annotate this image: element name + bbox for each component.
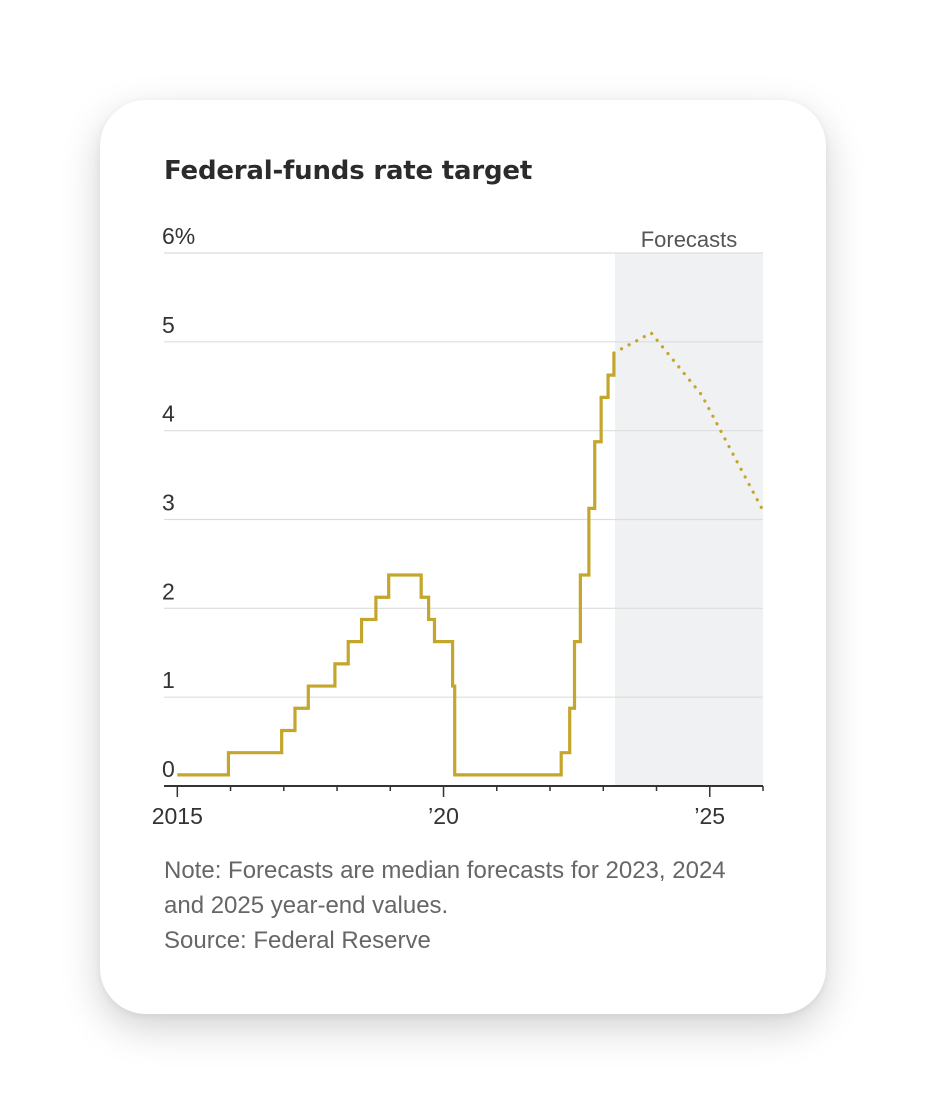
forecast-line <box>612 330 765 513</box>
x-tick-label: 2015 <box>152 803 203 829</box>
y-tick-label: 4 <box>162 401 175 427</box>
x-axis <box>164 785 764 797</box>
note-line-2: and 2025 year-end values. <box>164 892 449 919</box>
x-tick-label: ’25 <box>694 803 725 829</box>
source-line: Source: Federal Reserve <box>164 927 431 954</box>
y-tick-label: 2 <box>162 578 175 604</box>
grid-lines <box>164 252 763 698</box>
x-tick-label: ’20 <box>428 803 459 829</box>
y-tick-label: 0 <box>162 756 175 782</box>
note-line-1: Note: Forecasts are median forecasts for… <box>164 857 726 884</box>
y-tick-label: 3 <box>162 490 175 516</box>
chart-note: Note: Forecasts are median forecasts for… <box>164 853 784 958</box>
series-layer <box>177 330 765 777</box>
y-tick-label: 5 <box>162 312 175 338</box>
x-tick-labels: 2015 ’20 ’25 <box>152 803 725 829</box>
forecast-label: Forecasts <box>641 227 738 252</box>
chart-title: Federal-funds rate target <box>164 156 533 186</box>
chart-card: Federal-funds rate target Forecasts 0 1 2 3… <box>100 100 826 1014</box>
actual-rate-line <box>177 352 616 777</box>
y-tick-label: 1 <box>162 667 175 693</box>
y-tick-label: 6% <box>162 223 195 249</box>
y-tick-labels: 0 1 2 3 4 5 6% <box>162 223 195 782</box>
chart-svg: Forecasts 0 1 2 3 4 5 6% 2015 ’20 ’25 <box>152 223 765 829</box>
